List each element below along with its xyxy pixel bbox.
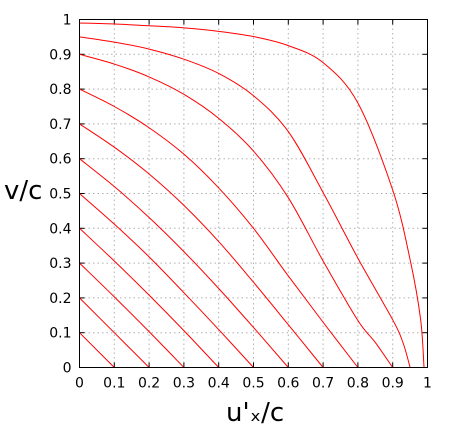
series-line-4 xyxy=(79,227,220,368)
y-tick-label: 0.2 xyxy=(49,291,71,307)
grid xyxy=(79,19,428,368)
series-line-11 xyxy=(79,22,425,368)
x-tick-label: 0.3 xyxy=(173,376,195,392)
series-line-7 xyxy=(79,123,324,368)
y-tick-label: 0.4 xyxy=(49,221,71,237)
x-tick-label: 0.9 xyxy=(382,376,404,392)
y-tick-label: 1 xyxy=(63,13,72,29)
series-line-6 xyxy=(79,158,289,368)
x-axis-label: u'ₓ/c xyxy=(226,398,284,428)
series-line-10 xyxy=(79,36,411,368)
y-tick-label: 0 xyxy=(63,361,72,377)
x-tick-labels: 0 0.1 0.2 0.3 0.4 0.5 0.6 0.7 0.8 0.9 1 xyxy=(75,376,432,392)
y-tick-label: 0.3 xyxy=(49,256,71,272)
y-tick-label: 0.8 xyxy=(49,82,71,98)
series-line-8 xyxy=(79,88,359,368)
y-tick-label: 0.1 xyxy=(49,326,71,342)
y-tick-label: 0.7 xyxy=(49,117,71,133)
series-line-5 xyxy=(79,193,254,368)
x-tick-label: 0.8 xyxy=(347,376,369,392)
x-tick-label: 0.2 xyxy=(138,376,160,392)
x-tick-label: 0.7 xyxy=(312,376,334,392)
x-tick-label: 0.6 xyxy=(277,376,299,392)
x-tick-label: 0.4 xyxy=(208,376,230,392)
x-tick-label: 1 xyxy=(423,376,432,392)
series-group xyxy=(79,22,425,368)
x-tick-label: 0 xyxy=(75,376,84,392)
y-axis-label: v/c xyxy=(4,176,42,206)
x-tick-label: 0.1 xyxy=(103,376,125,392)
y-tick-label: 0.5 xyxy=(49,187,71,203)
y-tick-label: 0.6 xyxy=(49,152,71,168)
series-line-3 xyxy=(79,262,185,368)
series-line-2 xyxy=(79,297,150,368)
y-tick-label: 0.9 xyxy=(49,47,71,63)
y-tick-labels: 0 0.1 0.2 0.3 0.4 0.5 0.6 0.7 0.8 0.9 1 xyxy=(49,13,71,377)
series-line-9 xyxy=(79,53,394,368)
series-line-1 xyxy=(79,332,115,368)
x-tick-label: 0.5 xyxy=(242,376,264,392)
plot-frame xyxy=(79,19,428,368)
